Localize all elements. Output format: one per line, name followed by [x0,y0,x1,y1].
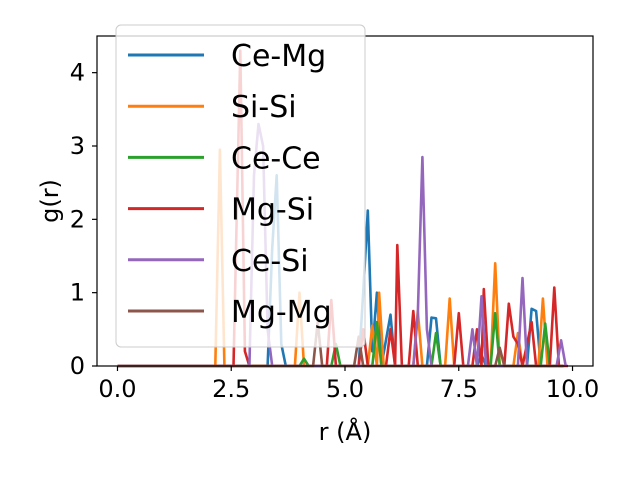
x-axis: 0.0 2.5 5.0 7.5 10.0 [98,366,599,403]
y-tick-label: 4 [70,59,85,87]
y-tick-label: 2 [70,205,85,233]
x-tick-label: 2.5 [212,375,250,403]
y-axis-title: g(r) [36,179,64,223]
y-axis: 0 1 2 3 4 [70,59,97,380]
legend-label: Mg-Mg [231,295,332,330]
legend-label: Ce-Ce [231,141,321,176]
x-tick-label: 5.0 [326,375,364,403]
legend-label: Ce-Si [231,244,309,279]
legend: Ce-Mg Si-Si Ce-Ce Mg-Si Ce-Si Mg-Mg [115,24,366,348]
x-tick-label: 10.0 [546,375,599,403]
y-tick-label: 0 [70,352,85,380]
y-tick-label: 1 [70,279,85,307]
x-axis-title: r (Å) [319,417,372,446]
legend-label: Mg-Si [231,193,314,228]
legend-label: Ce-Mg [231,39,326,74]
x-tick-label: 0.0 [98,375,136,403]
x-tick-label: 7.5 [440,375,478,403]
y-tick-label: 3 [70,132,85,160]
legend-label: Si-Si [231,90,297,125]
